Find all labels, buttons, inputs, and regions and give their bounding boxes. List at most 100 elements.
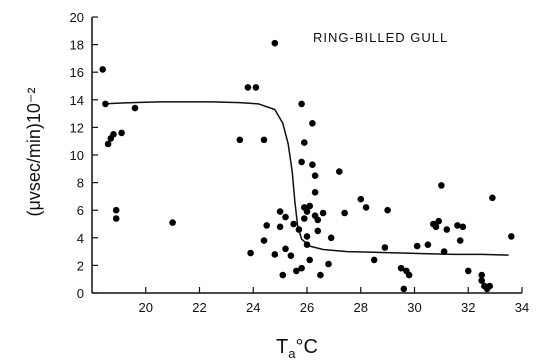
data-point (102, 100, 109, 108)
x-tick-label: 34 (515, 300, 529, 315)
data-point (440, 248, 448, 255)
y-tick-label: 10 (70, 148, 84, 163)
data-point (301, 139, 308, 146)
data-point (319, 209, 327, 217)
data-point (424, 241, 432, 248)
data-point (112, 206, 120, 214)
x-tick-label: 24 (246, 300, 260, 315)
data-point (112, 215, 120, 222)
data-point (169, 219, 176, 226)
data-point (282, 245, 289, 253)
data-point (309, 120, 316, 127)
data-point (443, 226, 451, 233)
data-point (314, 227, 322, 235)
data-point (341, 209, 348, 217)
x-axis-title-unit: °C (296, 336, 318, 358)
data-point (327, 234, 335, 242)
data-point (306, 202, 314, 210)
data-point (293, 267, 300, 275)
x-tick-label: 30 (407, 300, 421, 315)
x-axis-title-subscript: a (288, 346, 296, 361)
data-point (486, 282, 494, 290)
data-point (290, 220, 297, 228)
data-point (432, 223, 440, 231)
y-tick-label: 12 (70, 120, 84, 135)
data-point (384, 206, 391, 214)
data-point (271, 39, 279, 47)
data-point (397, 264, 405, 272)
x-axis-title-main: T (276, 336, 288, 358)
data-point (357, 195, 365, 203)
data-point (336, 168, 343, 175)
y-tick-label: 18 (70, 38, 84, 53)
data-point (465, 267, 472, 275)
x-axis-title: Ta°C (276, 336, 318, 361)
data-point (311, 189, 319, 196)
data-point (311, 172, 319, 179)
data-point (309, 161, 316, 168)
data-point (252, 84, 260, 91)
labels-layer: RING-BILLED GULL (μvsec/min)10⁻² Ta°C (24, 30, 448, 361)
y-tick-label: 16 (70, 65, 84, 80)
x-tick-label: 28 (354, 300, 368, 315)
data-point (405, 271, 413, 279)
y-tick-label: 6 (77, 203, 84, 218)
y-tick-label: 20 (70, 10, 84, 25)
data-point (263, 222, 271, 229)
data-point (287, 252, 295, 259)
data-point (99, 66, 106, 73)
data-point (362, 204, 370, 211)
y-tick-label: 0 (77, 286, 84, 301)
fitted-curve-layer (102, 101, 509, 256)
data-point (317, 271, 324, 279)
data-point (325, 260, 332, 268)
data-point (260, 136, 268, 144)
y-tick-label: 4 (77, 231, 84, 246)
data-point (370, 256, 378, 264)
data-point (282, 213, 289, 221)
data-point (301, 215, 308, 222)
data-point (435, 217, 443, 225)
x-tick-label: 32 (461, 300, 475, 315)
data-point (413, 242, 421, 250)
data-point (400, 285, 408, 293)
data-point (303, 233, 311, 240)
data-point (260, 237, 268, 244)
data-point (104, 140, 112, 148)
chart-annotation: RING-BILLED GULL (313, 30, 448, 45)
data-point (131, 104, 139, 112)
data-point (298, 100, 305, 108)
data-point (295, 226, 303, 233)
x-tick-label: 20 (139, 300, 153, 315)
data-point (247, 249, 254, 257)
data-point (454, 222, 461, 229)
data-point (110, 131, 117, 138)
data-point (306, 256, 314, 264)
data-point (438, 182, 445, 189)
y-tick-label: 14 (70, 93, 84, 108)
x-tick-label: 22 (192, 300, 206, 315)
data-point (478, 277, 486, 284)
data-point (298, 158, 305, 166)
data-point (456, 237, 464, 244)
data-point (271, 251, 279, 258)
fitted-curve (102, 101, 509, 256)
data-point (118, 129, 125, 137)
data-point (381, 244, 389, 251)
y-tick-label: 2 (77, 258, 84, 273)
data-point (489, 194, 496, 202)
x-tick-label: 26 (300, 300, 314, 315)
data-point (244, 84, 252, 91)
y-axis-title: (μvsec/min)10⁻² (24, 88, 44, 217)
y-tick-label: 8 (77, 176, 84, 191)
data-point (478, 271, 486, 279)
data-points-layer (99, 39, 515, 293)
data-point (314, 216, 322, 224)
data-point (236, 136, 244, 144)
data-point (459, 223, 467, 231)
data-point (508, 233, 515, 240)
data-point (303, 241, 311, 248)
data-point (298, 264, 305, 272)
data-point (276, 208, 284, 215)
